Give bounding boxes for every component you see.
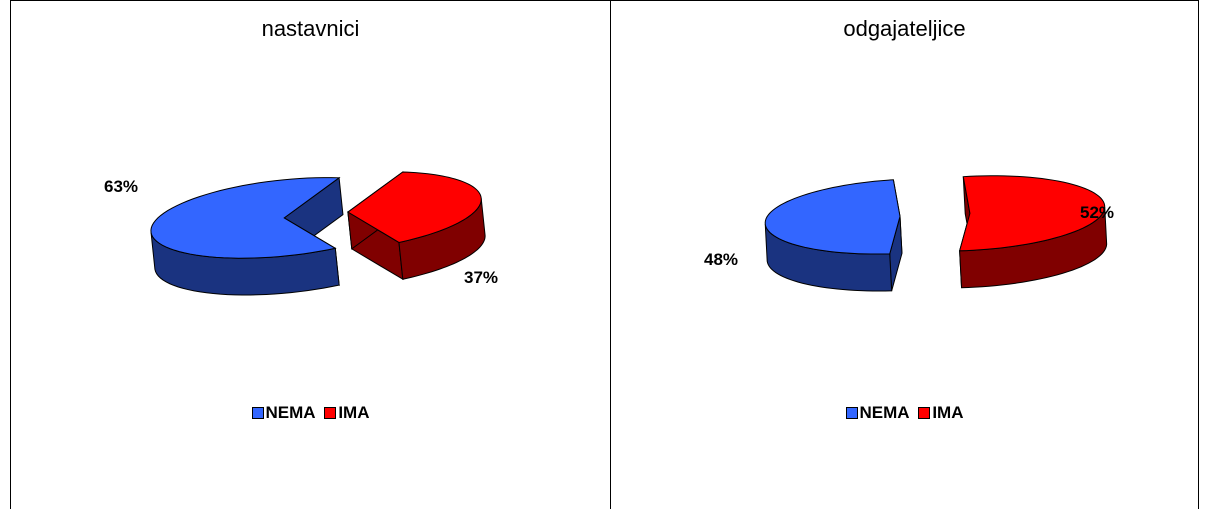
pie-chart-odgajateljice: 48% 52%: [704, 175, 1114, 292]
legend-swatch-nema: [251, 407, 264, 419]
pie-slice-ima: [958, 175, 1106, 252]
legend-swatch-ima: [918, 407, 931, 419]
legend-item-nema: NEMA: [251, 403, 316, 423]
legend-item-ima: IMA: [918, 403, 963, 423]
legend-swatch-ima: [324, 407, 337, 419]
pie-3d-group: [764, 175, 1108, 292]
chart-legend: NEMA IMA: [611, 403, 1198, 424]
chart-title: odgajateljice: [843, 16, 966, 41]
column-divider: [610, 0, 611, 509]
data-label-nema: 63%: [104, 177, 138, 196]
legend-item-ima: IMA: [324, 403, 369, 423]
legend-label-ima: IMA: [932, 403, 964, 422]
pie-slice-nema: [764, 179, 901, 255]
legend-label-nema: NEMA: [859, 403, 910, 422]
chart-legend: NEMA IMA: [11, 403, 610, 424]
table-frame: [10, 0, 1199, 509]
data-label-ima: 52%: [1080, 203, 1114, 222]
data-label-nema: 48%: [704, 250, 738, 269]
chart-panel-odgajateljice: odgajateljice 48% 52% NEMA IMA: [611, 0, 1198, 509]
chart-panel-nastavnici: nastavnici 63% 37% NEMA IMA: [11, 0, 610, 509]
chart-title: nastavnici: [261, 16, 360, 41]
legend-label-nema: NEMA: [265, 403, 316, 422]
legend-swatch-nema: [845, 407, 858, 419]
pie-chart-nastavnici: 63% 37%: [104, 171, 498, 296]
pie-3d-group: [150, 171, 486, 296]
legend-item-nema: NEMA: [845, 403, 910, 423]
legend-label-ima: IMA: [338, 403, 370, 422]
pie-slice-ima: [347, 171, 482, 243]
pie-slice-nema: [150, 177, 341, 259]
data-label-ima: 37%: [464, 268, 498, 287]
